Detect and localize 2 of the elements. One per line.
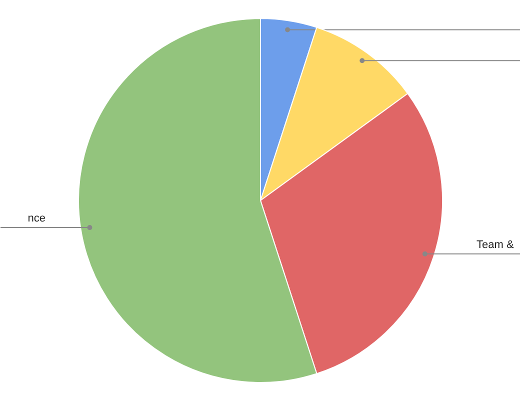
slice-label: nce xyxy=(28,212,46,225)
slice-label: Team & xyxy=(476,238,514,251)
